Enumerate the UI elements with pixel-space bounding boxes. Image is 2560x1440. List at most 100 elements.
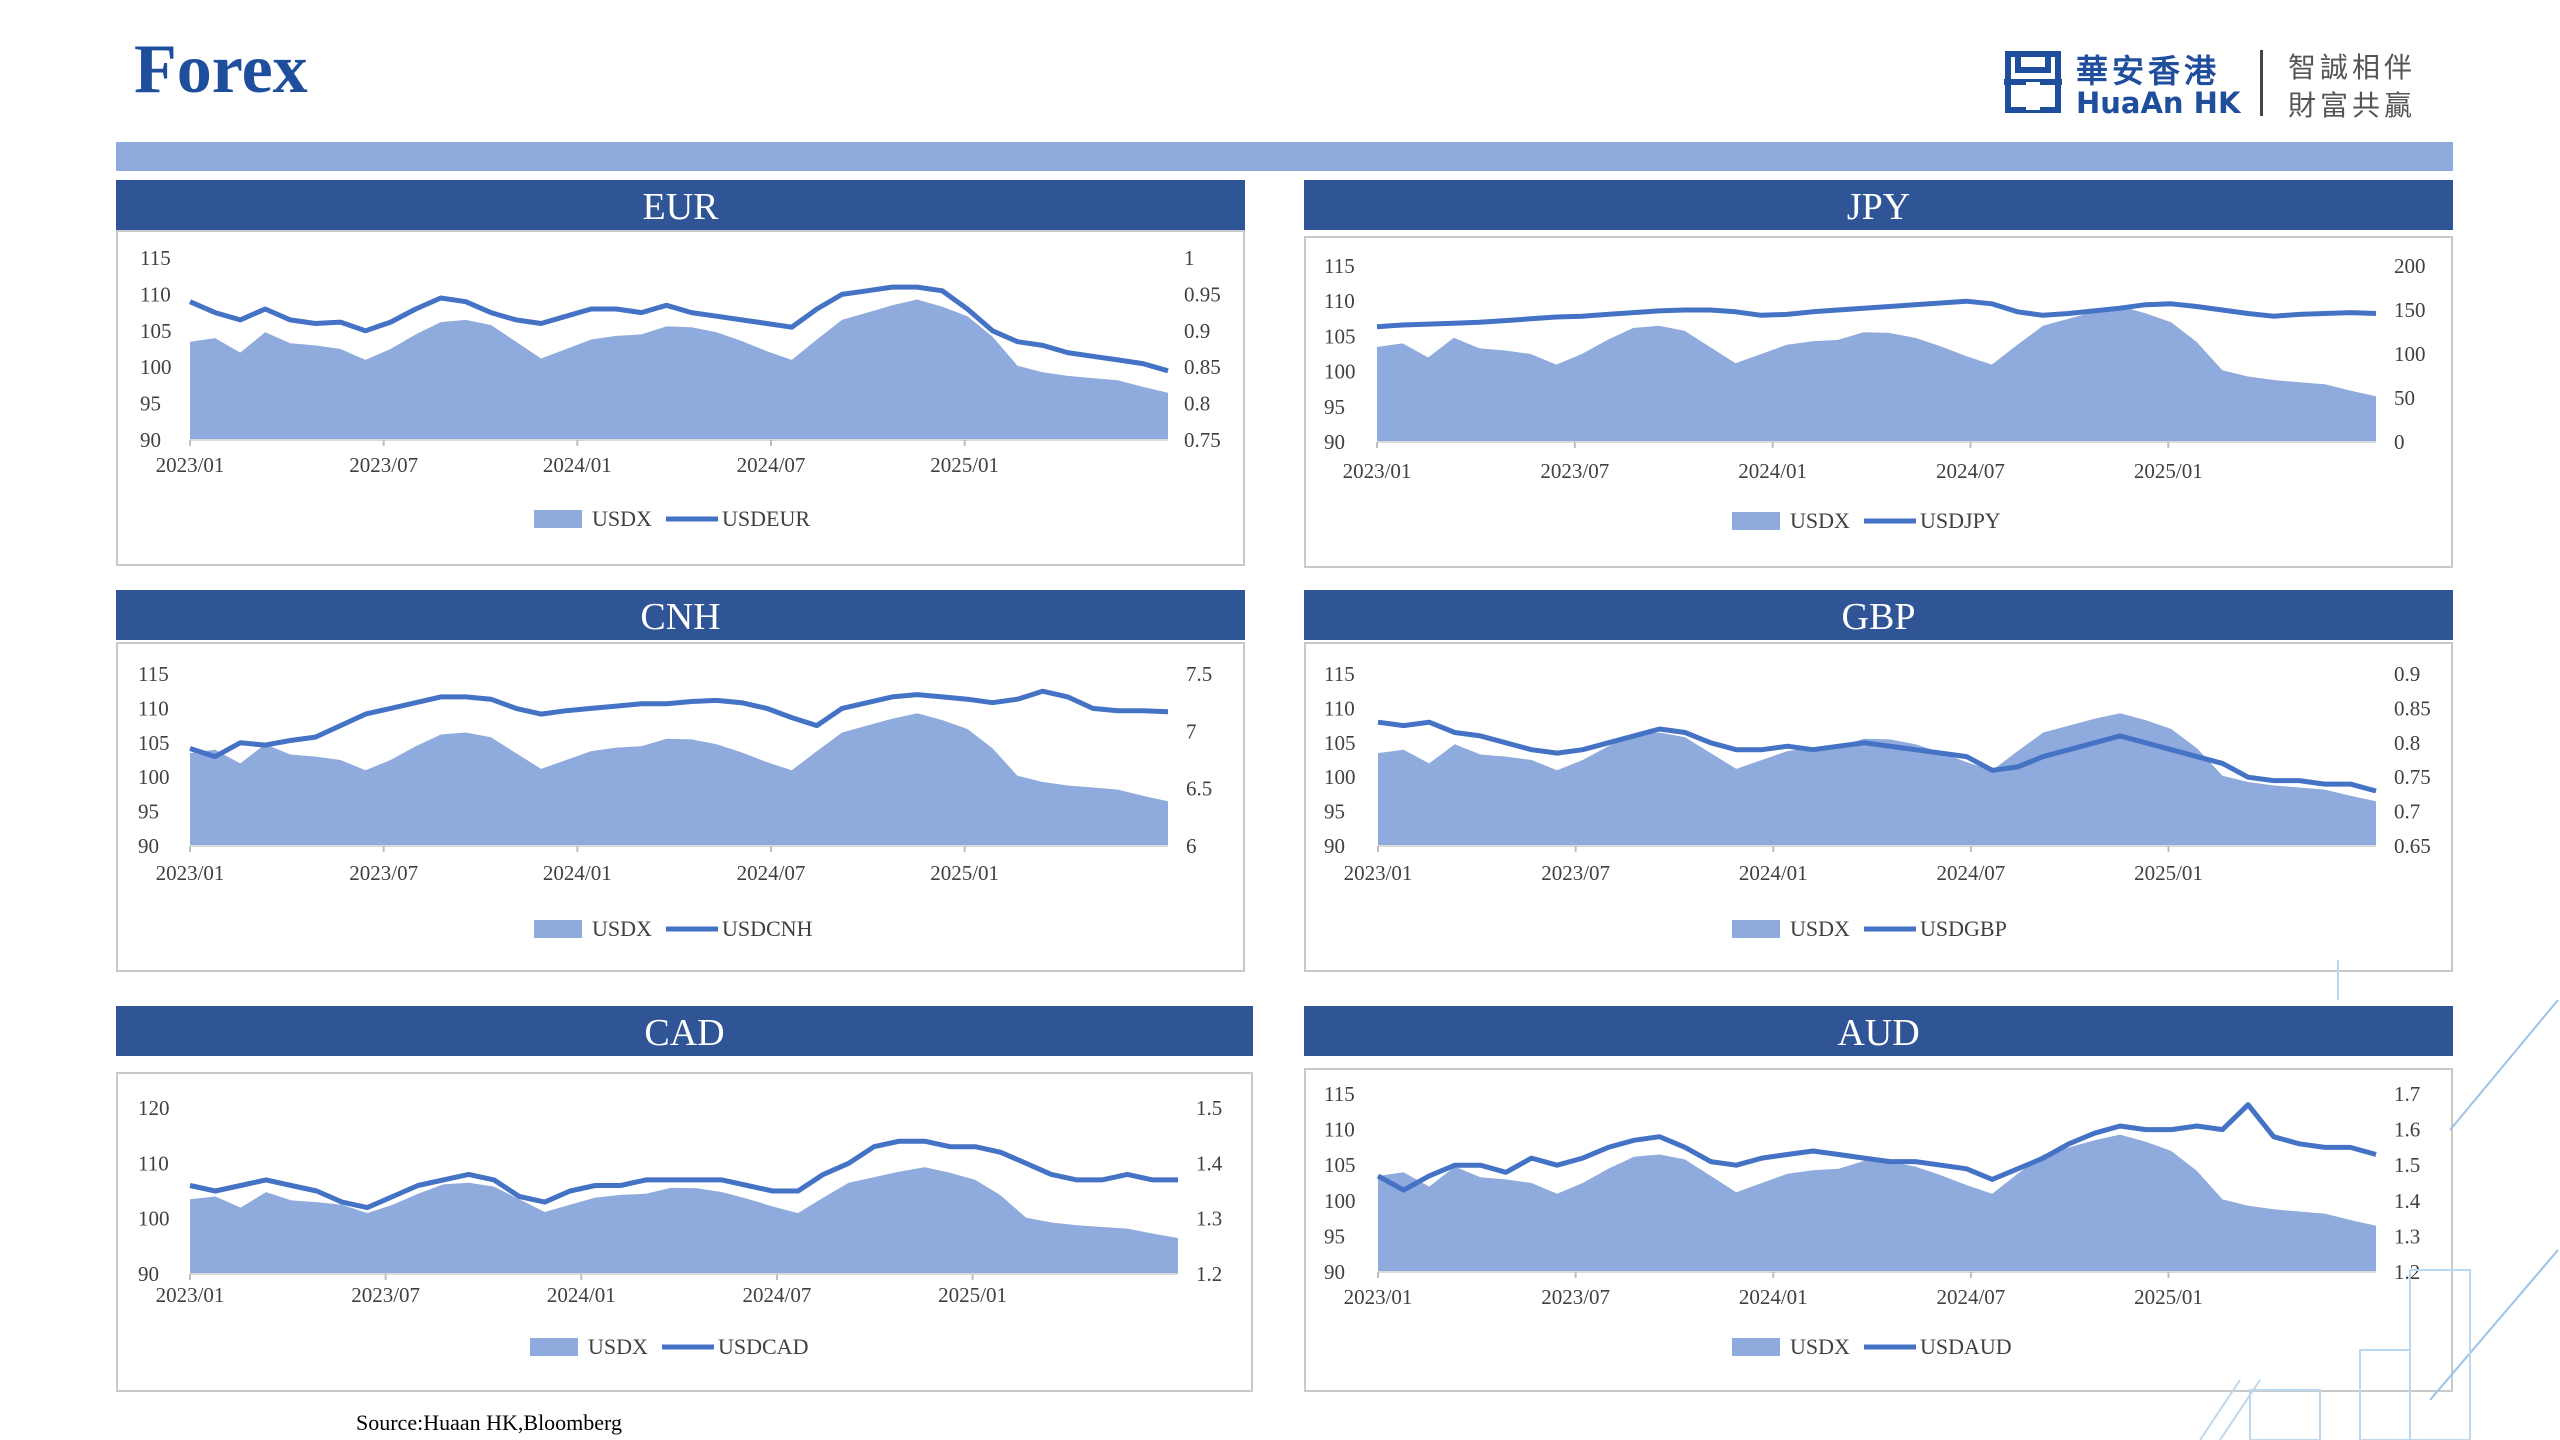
- chart-jpy-line-series: [1376, 298, 2377, 330]
- chart-gbp-x-tick: 2025/01: [2134, 861, 2203, 885]
- chart-gbp-right-tick: 0.75: [2394, 765, 2431, 789]
- panel-title: CNH: [116, 590, 1245, 640]
- chart-cad-legend-area-swatch: [530, 1338, 578, 1356]
- chart-eur-right-tick: 0.9: [1184, 319, 1210, 343]
- chart-cnh-x-tick: 2024/07: [737, 861, 806, 885]
- chart-eur-x-tick: 2023/07: [349, 453, 418, 477]
- chart-cnh-x-tick: 2023/07: [349, 861, 418, 885]
- chart-cad-right-tick: 1.2: [1196, 1262, 1222, 1286]
- chart-gbp-x-tick: 2024/01: [1739, 861, 1808, 885]
- chart-aud-legend-label: USDX: [1790, 1334, 1850, 1359]
- chart-aud-left-tick: 95: [1324, 1224, 1345, 1248]
- chart-eur-x-tick: 2024/01: [543, 453, 612, 477]
- panel-gbp: GBP 115 110 105 100 95 90 0.9 0.85 0.8 0.75 0.7 0.6…: [1304, 590, 2453, 972]
- chart-aud-left-tick: 100: [1324, 1189, 1356, 1213]
- panel-jpy: JPY 115 110 105 100 95 90 200 150 100 50 0 2023/01 2…: [1304, 180, 2453, 568]
- chart-gbp-x-tick: 2024/07: [1936, 861, 2005, 885]
- chart-gbp-usdx-area: [1378, 713, 2376, 846]
- chart-cad-x-tick: 2024/01: [547, 1283, 616, 1307]
- chart-cnh-right-tick: 7: [1186, 719, 1197, 743]
- chart-cnh-right-tick: 6.5: [1186, 777, 1212, 801]
- chart-eur-usdx-area: [190, 299, 1168, 440]
- logo-slogan-line2: 財富共贏: [2288, 89, 2417, 122]
- chart-gbp-line-series: [1377, 719, 2377, 794]
- source-note: Source:Huaan HK,Bloomberg: [356, 1410, 622, 1435]
- chart-aud-left-tick: 105: [1324, 1153, 1356, 1177]
- chart-cad-x-tick: 2023/07: [351, 1283, 420, 1307]
- panel-title: CAD: [116, 1006, 1253, 1056]
- chart-gbp-left-tick: 100: [1324, 765, 1356, 789]
- chart-jpy-left-tick: 110: [1324, 289, 1355, 313]
- logo-chinese-name: 華安香港: [2076, 52, 2221, 90]
- chart-cnh-right-tick: 7.5: [1186, 662, 1212, 686]
- chart-cnh-legend-label: USDCNH: [722, 916, 813, 941]
- logo-english-name: HuaAn HK: [2076, 86, 2241, 120]
- chart-aud: 115 110 105 100 95 90 1.7 1.6 1.5 1.4 1.3 1.2 2023/0…: [1324, 1082, 2421, 1359]
- chart-gbp-legend: USDX USDGBP: [1732, 916, 2007, 941]
- chart-cnh-left-tick: 115: [138, 662, 169, 686]
- chart-aud-legend-label: USDAUD: [1920, 1334, 2012, 1359]
- chart-aud-x-tick: 2025/01: [2134, 1285, 2203, 1309]
- chart-eur-left-tick: 95: [140, 392, 161, 416]
- chart-eur-legend-label: USDX: [592, 506, 652, 531]
- chart-jpy-left-tick: 105: [1324, 324, 1356, 348]
- chart-jpy-x-tick: 2024/07: [1936, 459, 2005, 483]
- panel-title: GBP: [1304, 590, 2453, 640]
- chart-jpy-legend: USDX USDJPY: [1732, 508, 2001, 533]
- chart-aud-left-tick: 90: [1324, 1260, 1345, 1284]
- chart-jpy: 115 110 105 100 95 90 200 150 100 50 0 2023/01 2023/…: [1324, 254, 2426, 533]
- chart-cnh-left-tick: 95: [138, 800, 159, 824]
- chart-cnh: 115 110 105 100 95 90 7.5 7 6.5 6 2023/01 2023/07 20…: [138, 662, 1212, 941]
- chart-aud-right-tick: 1.7: [2394, 1082, 2420, 1106]
- chart-gbp: 115 110 105 100 95 90 0.9 0.85 0.8 0.75 0.7 0.65 202…: [1324, 662, 2431, 941]
- city-skyline-decoration: [2199, 960, 2559, 1440]
- chart-jpy-usdx-area: [1377, 306, 2376, 442]
- chart-aud-left-tick: 110: [1324, 1118, 1355, 1142]
- chart-jpy-left-tick: 90: [1324, 430, 1345, 454]
- chart-jpy-right-tick: 200: [2394, 254, 2426, 278]
- chart-cnh-usdx-area: [190, 713, 1168, 846]
- chart-aud-usdx-area: [1378, 1134, 2376, 1272]
- chart-gbp-right-tick: 0.7: [2394, 800, 2420, 824]
- chart-cad-left-tick: 100: [138, 1207, 170, 1231]
- chart-gbp-x-tick: 2023/01: [1344, 861, 1413, 885]
- chart-aud-x-tick: 2023/01: [1344, 1285, 1413, 1309]
- chart-jpy-x-tick: 2025/01: [2134, 459, 2203, 483]
- chart-cnh-legend-label: USDX: [592, 916, 652, 941]
- chart-eur-left-tick: 100: [140, 355, 172, 379]
- chart-cad-left-tick: 90: [138, 1262, 159, 1286]
- chart-eur-x-tick: 2023/01: [156, 453, 225, 477]
- chart-gbp-left-tick: 115: [1324, 662, 1355, 686]
- chart-gbp-right-tick: 0.9: [2394, 662, 2420, 686]
- chart-eur-x-tick: 2024/07: [737, 453, 806, 477]
- huaan-logo: 華安香港 HuaAn HK 智誠相伴 財富共贏: [2004, 46, 2424, 122]
- chart-cad-x-tick: 2023/01: [156, 1283, 225, 1307]
- chart-eur: 115 110 105 100 95 90 1 0.95 0.9 0.85 0.8 0.75 2023/…: [140, 246, 1221, 531]
- chart-eur-line-series: [189, 284, 1169, 374]
- chart-cad-left-tick: 110: [138, 1151, 169, 1175]
- chart-eur-left-tick: 110: [140, 282, 171, 306]
- chart-gbp-right-tick: 0.8: [2394, 731, 2420, 755]
- chart-cad-left-tick: 120: [138, 1096, 170, 1120]
- chart-eur-legend-label: USDEUR: [722, 506, 810, 531]
- chart-eur-x-tick: 2025/01: [930, 453, 999, 477]
- chart-aud-right-tick: 1.2: [2394, 1260, 2420, 1284]
- chart-cnh-legend-area-swatch: [534, 920, 582, 938]
- chart-gbp-left-tick: 90: [1324, 834, 1345, 858]
- chart-aud-right-tick: 1.4: [2394, 1189, 2421, 1213]
- chart-eur-legend-area-swatch: [534, 510, 582, 528]
- chart-aud-line-series: [1376, 1102, 2377, 1193]
- chart-gbp-legend-label: USDX: [1790, 916, 1850, 941]
- chart-gbp-legend-label: USDGBP: [1920, 916, 2007, 941]
- chart-cad-legend-label: USDX: [588, 1334, 648, 1359]
- chart-eur-right-tick: 0.95: [1184, 282, 1221, 306]
- chart-jpy-left-tick: 115: [1324, 254, 1355, 278]
- chart-cad-x-tick: 2025/01: [938, 1283, 1007, 1307]
- chart-gbp-right-tick: 0.65: [2394, 834, 2431, 858]
- chart-jpy-legend-label: USDX: [1790, 508, 1850, 533]
- chart-aud-x-tick: 2024/01: [1739, 1285, 1808, 1309]
- title-band: [116, 142, 2453, 171]
- logo-slogan-line1: 智誠相伴: [2288, 51, 2417, 84]
- chart-cnh-x-tick: 2024/01: [543, 861, 612, 885]
- chart-eur-left-tick: 115: [140, 246, 171, 270]
